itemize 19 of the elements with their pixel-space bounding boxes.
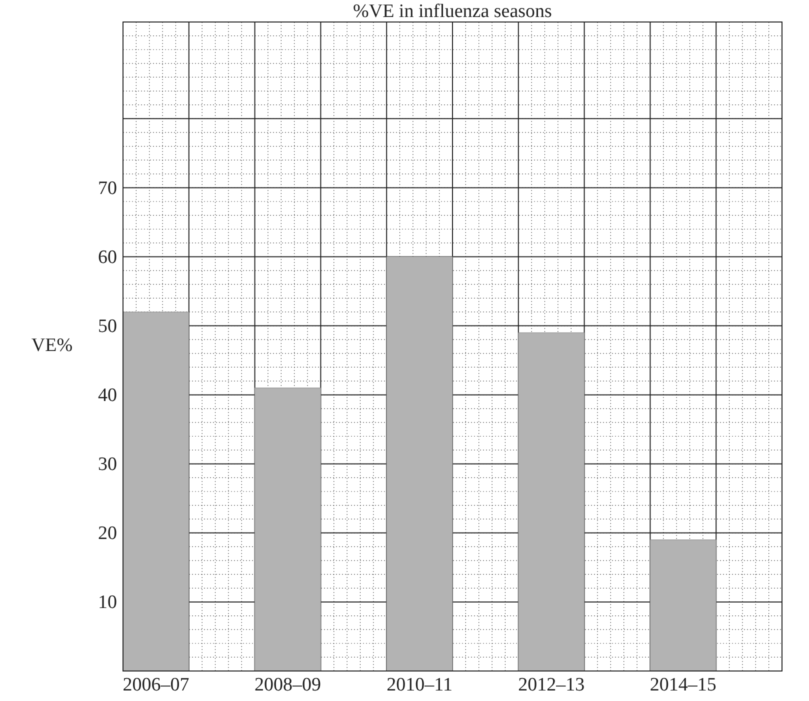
x-tick-label: 2010–11 — [386, 674, 452, 696]
bar — [518, 332, 585, 672]
y-tick-label: 50 — [98, 316, 117, 337]
y-tick-label: 40 — [98, 384, 117, 406]
bar — [650, 540, 716, 672]
y-tick-label: 20 — [98, 522, 117, 544]
x-tick-label: 2014–15 — [650, 674, 716, 696]
y-tick-label: 60 — [98, 246, 117, 268]
y-tick-label: 70 — [98, 178, 117, 199]
bar — [254, 388, 321, 672]
x-tick-label: 2012–13 — [518, 674, 585, 696]
bar — [386, 256, 453, 672]
chart-title: %VE in influenza seasons — [353, 1, 552, 22]
bar — [122, 312, 190, 672]
x-tick-label: 2006–07 — [122, 674, 190, 696]
y-axis-title: VE% — [31, 334, 73, 356]
y-tick-label: 30 — [98, 454, 117, 475]
y-tick-label: 10 — [98, 592, 117, 614]
x-tick-label: 2008–09 — [254, 674, 321, 696]
